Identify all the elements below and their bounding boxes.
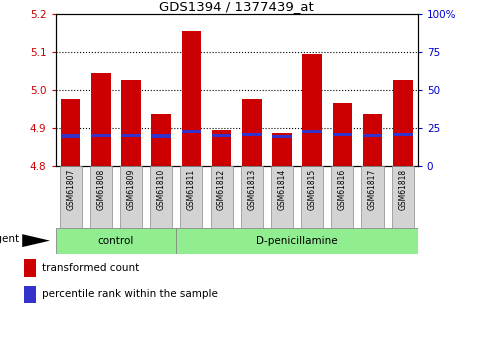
Bar [242,134,262,136]
Text: GSM61813: GSM61813 [247,169,256,210]
FancyBboxPatch shape [331,166,354,228]
Title: GDS1394 / 1377439_at: GDS1394 / 1377439_at [159,0,314,13]
Text: GSM61807: GSM61807 [66,169,75,210]
Bar [151,115,171,166]
Text: GSM61817: GSM61817 [368,169,377,210]
Bar [182,31,201,166]
Bar [332,134,352,136]
Bar [24,259,36,277]
Bar [212,134,231,137]
Bar [151,135,171,138]
Bar [61,135,81,138]
Text: GSM61810: GSM61810 [156,169,166,210]
Text: GSM61815: GSM61815 [308,169,317,210]
Bar [272,135,292,138]
Text: transformed count: transformed count [42,263,139,273]
Bar [393,80,412,166]
FancyBboxPatch shape [120,166,142,228]
Bar [242,99,262,166]
FancyBboxPatch shape [150,166,172,228]
Polygon shape [22,234,50,247]
FancyBboxPatch shape [271,166,293,228]
FancyBboxPatch shape [211,166,233,228]
Text: GSM61809: GSM61809 [127,169,136,210]
Text: GSM61818: GSM61818 [398,169,407,210]
Bar [363,134,383,137]
Bar [363,115,383,166]
FancyBboxPatch shape [241,166,263,228]
FancyBboxPatch shape [180,166,202,228]
Bar [24,286,36,303]
Text: GSM61808: GSM61808 [96,169,105,210]
Text: agent: agent [0,234,19,244]
Bar [302,54,322,166]
FancyBboxPatch shape [301,166,323,228]
FancyBboxPatch shape [59,166,82,228]
Bar [272,133,292,166]
FancyBboxPatch shape [90,166,112,228]
Text: GSM61812: GSM61812 [217,169,226,210]
Bar [61,99,81,166]
Bar [91,134,111,137]
FancyBboxPatch shape [56,228,176,254]
Text: control: control [98,236,134,246]
FancyBboxPatch shape [176,228,418,254]
Bar [212,130,231,166]
Bar [121,134,141,137]
Bar [302,130,322,132]
Bar [332,103,352,166]
Text: GSM61814: GSM61814 [277,169,286,210]
Text: D-penicillamine: D-penicillamine [256,236,338,246]
Text: GSM61811: GSM61811 [187,169,196,210]
Text: percentile rank within the sample: percentile rank within the sample [42,289,218,299]
Bar [121,80,141,166]
Bar [393,134,412,136]
Bar [182,130,201,132]
Bar [91,72,111,166]
FancyBboxPatch shape [392,166,414,228]
FancyBboxPatch shape [361,166,384,228]
Text: GSM61816: GSM61816 [338,169,347,210]
